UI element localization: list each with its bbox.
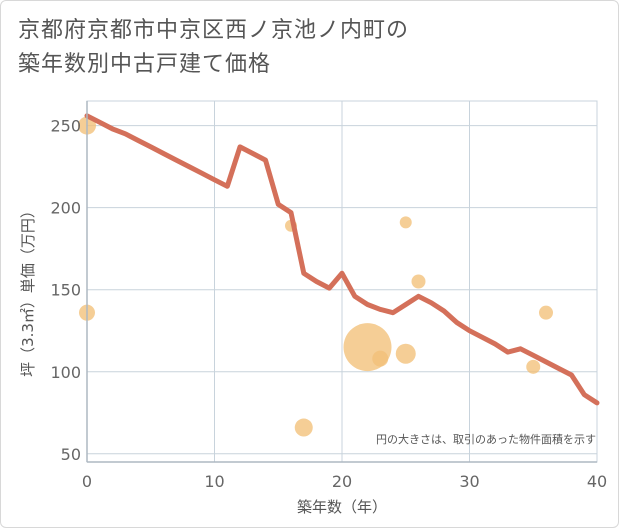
data-bubble (399, 216, 412, 229)
bubble-layer (78, 116, 553, 437)
chart-title: 京都府京都市中京区西ノ京池ノ内町の 築年数別中古戸建て価格 (18, 14, 409, 82)
x-tick-label: 10 (204, 472, 224, 491)
chart-title-line-2: 築年数別中古戸建て価格 (18, 52, 272, 77)
data-bubble (526, 359, 541, 374)
size-note: 円の大きさは、取引のあった物件面積を示す (376, 432, 596, 446)
chart-title-line-1: 京都府京都市中京区西ノ京池ノ内町の (18, 18, 410, 43)
data-bubble (372, 350, 389, 367)
grid-lines (86, 100, 598, 463)
y-axis-label: 坪（3.3㎡）単価（万円） (19, 203, 37, 377)
x-tick-label: 40 (587, 472, 607, 491)
y-tick-label: 250 (50, 117, 81, 136)
x-tick-label: 30 (459, 472, 479, 491)
data-bubble (539, 305, 553, 320)
tick-labels: 0 10 20 30 40 50 100 150 200 250 (50, 117, 607, 491)
y-tick-label: 200 (50, 199, 81, 218)
data-bubble (294, 418, 313, 437)
trend-line-layer (84, 113, 600, 406)
trend-line (84, 113, 600, 406)
x-axis-label: 築年数（年） (297, 498, 387, 516)
data-bubble (395, 343, 416, 364)
axes-layer (86, 101, 597, 463)
x-tick-label: 0 (82, 472, 92, 491)
y-tick-label: 50 (61, 445, 81, 464)
y-tick-label: 100 (50, 363, 81, 382)
y-tick-label: 150 (50, 281, 81, 300)
x-tick-label: 20 (332, 472, 352, 491)
data-bubble (411, 274, 426, 289)
